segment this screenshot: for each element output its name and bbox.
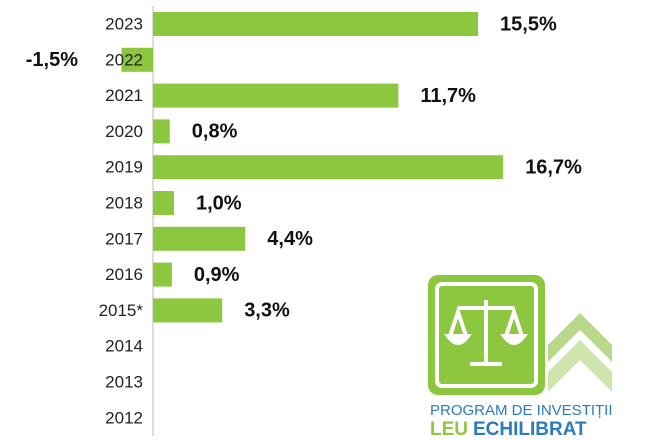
value-label: 15,5%: [500, 13, 557, 35]
y-tick-label: 2012: [105, 408, 143, 427]
value-label: 11,7%: [420, 85, 476, 107]
bar: [153, 83, 399, 108]
bar: [153, 262, 172, 287]
logo-border: [435, 282, 538, 388]
bar: [153, 298, 223, 323]
logo-name: LEU ECHILIBRAT: [430, 419, 587, 440]
value-label: 0,9%: [194, 264, 240, 286]
logo-chevron: [548, 340, 612, 392]
value-label: 1,0%: [196, 192, 242, 214]
y-tick-label: 2013: [105, 372, 143, 391]
bar: [153, 191, 174, 215]
logo: PROGRAM DE INVESTIȚII LEU ECHILIBRAT: [428, 275, 613, 440]
value-label: 3,3%: [244, 300, 290, 322]
logo-line: PROGRAM DE INVESTIȚII: [430, 402, 613, 419]
y-tick-label: 2015*: [99, 301, 144, 320]
value-label: 4,4%: [267, 228, 313, 250]
bar: [153, 226, 246, 251]
y-tick-label: 2019: [105, 158, 143, 177]
y-tick-label: 2017: [105, 229, 143, 248]
y-tick-label: 2023: [105, 14, 143, 33]
bar: [153, 12, 479, 36]
bar: [153, 155, 504, 180]
bar: [121, 47, 153, 72]
logo-scales: [444, 300, 528, 366]
y-tick-label: 2018: [105, 193, 143, 212]
bar: [153, 119, 170, 144]
logo-word: ECHILIBRAT: [473, 419, 587, 440]
y-tick-label: 2014: [105, 337, 143, 356]
y-tick-label: 2021: [105, 86, 143, 105]
value-label: -1,5%: [26, 49, 78, 71]
y-tick-label: 2020: [105, 122, 143, 141]
value-label: 16,7%: [525, 156, 582, 178]
value-label: 0,8%: [192, 121, 238, 143]
logo-chevron: [548, 313, 612, 362]
logo-word: LEU: [430, 419, 468, 440]
y-tick-label: 2022: [105, 50, 143, 69]
y-tick-label: 2016: [105, 265, 143, 284]
